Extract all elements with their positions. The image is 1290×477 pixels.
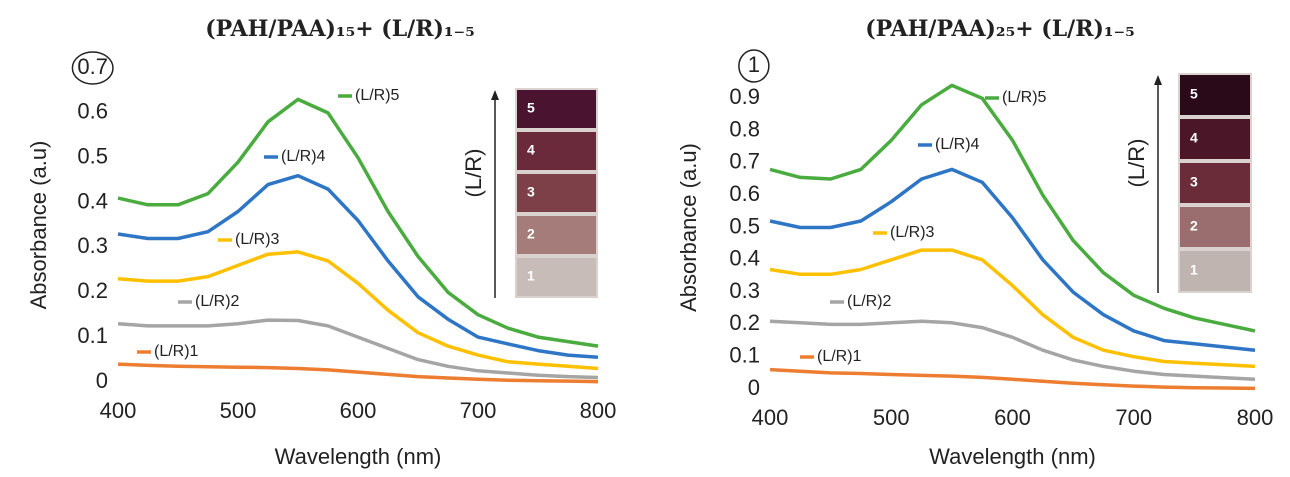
series-line bbox=[117, 362, 599, 384]
inset-sample-label: 2 bbox=[1190, 218, 1198, 234]
y-tick-label: 0.9 bbox=[729, 84, 760, 109]
y-tick-label: 0 bbox=[96, 368, 108, 393]
inset-sample-label: 2 bbox=[527, 226, 535, 242]
y-tick-label: 0.4 bbox=[77, 188, 108, 213]
inset-arrow-head bbox=[491, 90, 499, 100]
inset-sample-label: 1 bbox=[1190, 262, 1198, 278]
legend-label: (L/R)5 bbox=[355, 87, 400, 104]
x-tick-label: 700 bbox=[1115, 405, 1152, 430]
inset-sample bbox=[1180, 75, 1250, 115]
inset-label: (L/R) bbox=[461, 149, 486, 198]
y-tick-label: 0.8 bbox=[729, 116, 760, 141]
y-tick-label: 0.5 bbox=[77, 144, 108, 169]
inset-sample-label: 4 bbox=[527, 142, 535, 158]
y-tick-label: 0.2 bbox=[729, 310, 760, 335]
series-line bbox=[769, 248, 1256, 369]
x-tick-label: 400 bbox=[752, 405, 789, 430]
x-tick-label: 800 bbox=[580, 398, 617, 423]
series-line bbox=[769, 319, 1256, 382]
inset-sample-label: 5 bbox=[1190, 86, 1198, 102]
inset-sample bbox=[517, 132, 596, 170]
x-tick-label: 800 bbox=[1237, 405, 1274, 430]
inset-sample-label: 4 bbox=[1190, 130, 1198, 146]
legend-label: (L/R)5 bbox=[1002, 89, 1047, 106]
x-axis-label: Wavelength (nm) bbox=[929, 444, 1096, 469]
series-line bbox=[117, 97, 599, 348]
y-tick-label: 0.7 bbox=[729, 149, 760, 174]
y-tick-label: 0.6 bbox=[729, 181, 760, 206]
legend-label: (L/R)1 bbox=[817, 348, 862, 365]
x-tick-label: 500 bbox=[873, 405, 910, 430]
inset-sample bbox=[517, 90, 596, 128]
legend-label: (L/R)2 bbox=[195, 293, 240, 310]
x-tick-label: 600 bbox=[340, 398, 377, 423]
series-line bbox=[117, 318, 599, 380]
inset-sample bbox=[1180, 251, 1250, 291]
legend-label: (L/R)3 bbox=[235, 231, 280, 248]
legend-label: (L/R)2 bbox=[847, 293, 892, 310]
y-tick-label: 0.3 bbox=[729, 278, 760, 303]
y-tick-label: 0.5 bbox=[729, 213, 760, 238]
series-line bbox=[769, 367, 1256, 391]
panel: (PAH/PAA)₁₅+ (L/R)₁₋₅ Wavelength (nm) Abso… bbox=[26, 16, 617, 469]
series-line bbox=[117, 250, 599, 371]
inset-sample bbox=[517, 174, 596, 212]
inset-sample bbox=[517, 216, 596, 254]
legend-label: (L/R)1 bbox=[154, 343, 199, 360]
x-axis-label: Wavelength (nm) bbox=[275, 444, 442, 469]
inset-sample-label: 1 bbox=[527, 268, 535, 284]
y-tick-label: 0.6 bbox=[77, 99, 108, 124]
series-line bbox=[769, 167, 1256, 352]
inset-arrow-head bbox=[1154, 75, 1162, 85]
x-tick-label: 700 bbox=[460, 398, 497, 423]
chart-title: (PAH/PAA)₂₅+ (L/R)₁₋₅ bbox=[865, 16, 1135, 42]
inset-sample-label: 5 bbox=[527, 100, 535, 116]
legend-label: (L/R)4 bbox=[281, 148, 326, 165]
x-tick-label: 500 bbox=[220, 398, 257, 423]
legend-label: (L/R)4 bbox=[935, 136, 980, 153]
panel: (PAH/PAA)₂₅+ (L/R)₁₋₅ Wavelength (nm) Abso… bbox=[676, 16, 1274, 469]
y-axis-label: Absorbance (a.u) bbox=[26, 141, 51, 310]
inset-sample bbox=[517, 258, 596, 296]
tick-circle bbox=[738, 49, 770, 83]
y-tick-label: 0.1 bbox=[729, 343, 760, 368]
y-tick-label: 0.2 bbox=[77, 278, 108, 303]
legend-label: (L/R)3 bbox=[890, 224, 935, 241]
chart-title: (PAH/PAA)₁₅+ (L/R)₁₋₅ bbox=[205, 16, 475, 42]
y-tick-label: 0 bbox=[748, 375, 760, 400]
x-tick-label: 600 bbox=[994, 405, 1031, 430]
inset-sample-label: 3 bbox=[527, 184, 535, 200]
y-tick-label: 1 bbox=[748, 52, 760, 77]
y-tick-label: 0.7 bbox=[77, 54, 108, 79]
series-line bbox=[769, 83, 1256, 333]
inset-sample bbox=[1180, 207, 1250, 247]
y-tick-label: 0.4 bbox=[729, 246, 760, 271]
tick-circle bbox=[71, 51, 114, 85]
y-tick-label: 0.3 bbox=[77, 233, 108, 258]
series-line bbox=[117, 173, 599, 360]
inset-label: (L/R) bbox=[1124, 139, 1149, 188]
y-axis-label: Absorbance (a.u) bbox=[676, 143, 701, 312]
x-tick-label: 400 bbox=[100, 398, 137, 423]
inset-sample-label: 3 bbox=[1190, 174, 1198, 190]
inset-sample bbox=[1180, 119, 1250, 159]
inset-sample bbox=[1180, 163, 1250, 203]
y-tick-label: 0.1 bbox=[77, 323, 108, 348]
